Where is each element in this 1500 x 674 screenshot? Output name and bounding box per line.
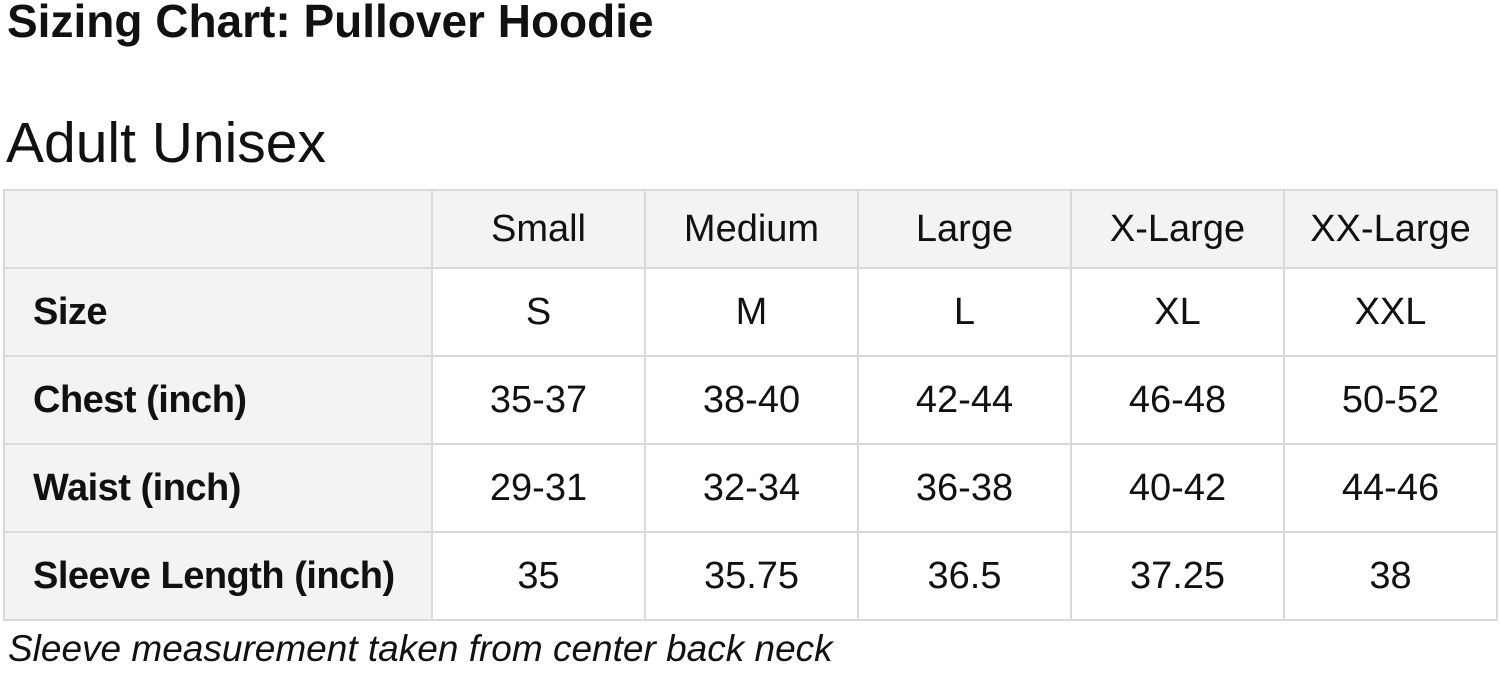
table-row-chest: Chest (inch) 35-37 38-40 42-44 46-48 50-…	[3, 355, 1498, 445]
table-cell: 35-37	[431, 355, 646, 445]
header-row: Small Medium Large X-Large XX-Large	[3, 189, 1498, 269]
table-cell: 46-48	[1070, 355, 1285, 445]
table-cell: S	[431, 267, 646, 357]
table-row-size: Size S M L XL XXL	[3, 267, 1498, 357]
table-cell: 38-40	[644, 355, 859, 445]
column-header-xx-large: XX-Large	[1283, 189, 1498, 269]
table-cell: XXL	[1283, 267, 1498, 357]
table-cell: XL	[1070, 267, 1285, 357]
row-label-sleeve-length: Sleeve Length (inch)	[3, 531, 433, 621]
section-title: Adult Unisex	[6, 111, 326, 175]
table-cell: M	[644, 267, 859, 357]
row-label-waist: Waist (inch)	[3, 443, 433, 533]
table-cell: 44-46	[1283, 443, 1498, 533]
table-row-sleeve-length: Sleeve Length (inch) 35 35.75 36.5 37.25…	[3, 531, 1498, 621]
column-header-small: Small	[431, 189, 646, 269]
table-cell: L	[857, 267, 1072, 357]
column-header-x-large: X-Large	[1070, 189, 1285, 269]
table-cell: 35.75	[644, 531, 859, 621]
table-cell: 40-42	[1070, 443, 1285, 533]
table-cell: 37.25	[1070, 531, 1285, 621]
table-cell: 29-31	[431, 443, 646, 533]
page-title: Sizing Chart: Pullover Hoodie	[7, 0, 654, 47]
corner-cell	[3, 189, 433, 269]
table-cell: 36.5	[857, 531, 1072, 621]
table-cell: 35	[431, 531, 646, 621]
row-label-size: Size	[3, 267, 433, 357]
footnote: Sleeve measurement taken from center bac…	[8, 628, 833, 669]
table-cell: 42-44	[857, 355, 1072, 445]
table-row-waist: Waist (inch) 29-31 32-34 36-38 40-42 44-…	[3, 443, 1498, 533]
column-header-large: Large	[857, 189, 1072, 269]
sizing-table: Small Medium Large X-Large XX-Large Size…	[3, 189, 1498, 621]
row-label-chest: Chest (inch)	[3, 355, 433, 445]
table-cell: 32-34	[644, 443, 859, 533]
table-cell: 36-38	[857, 443, 1072, 533]
table-cell: 38	[1283, 531, 1498, 621]
table-cell: 50-52	[1283, 355, 1498, 445]
column-header-medium: Medium	[644, 189, 859, 269]
